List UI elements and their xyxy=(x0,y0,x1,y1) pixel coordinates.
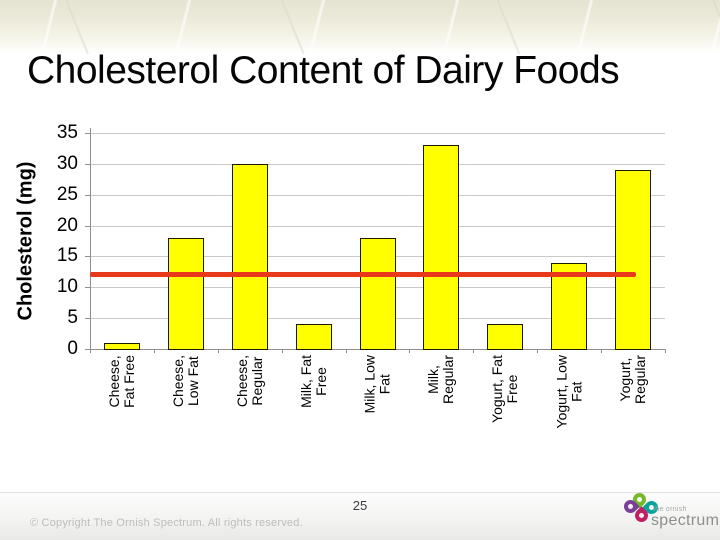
bar-2 xyxy=(167,237,204,350)
x-tick-mark xyxy=(90,349,91,353)
y-tick-mark xyxy=(85,318,90,320)
x-tick-mark xyxy=(601,349,603,353)
x-tick-label: Milk, Regular xyxy=(425,355,457,405)
x-tick-mark xyxy=(537,349,539,353)
page-number: 25 xyxy=(352,498,368,513)
slide-title: Cholesterol Content of Dairy Foods xyxy=(27,49,620,92)
ornish-spectrum-logo: the ornish spectrum xyxy=(621,490,719,539)
gridline xyxy=(90,163,665,165)
x-tick-label: Yogurt, Regular xyxy=(617,355,649,405)
copyright-text: © Copyright The Ornish Spectrum. All rig… xyxy=(30,517,303,529)
y-tick-label: 5 xyxy=(67,307,78,329)
x-tick-mark xyxy=(345,349,347,353)
y-tick-mark xyxy=(85,256,90,258)
bar-8 xyxy=(551,262,588,350)
x-tick-mark xyxy=(473,349,475,353)
x-tick-mark xyxy=(281,349,283,353)
x-tick-label: Cheese, Low Fat xyxy=(169,355,201,408)
y-tick-label: 30 xyxy=(56,152,78,174)
bar-1 xyxy=(103,342,140,350)
y-tick-label: 20 xyxy=(56,214,78,236)
y-tick-label: 15 xyxy=(56,245,78,267)
bar-3 xyxy=(231,163,268,350)
x-tick-label: Yogurt, Fat Free xyxy=(489,355,521,423)
logo-brand-large-text: spectrum xyxy=(651,512,720,529)
bar-5 xyxy=(359,237,396,350)
y-tick-mark xyxy=(85,287,90,289)
x-tick-label: Yogurt, Low Fat xyxy=(553,355,585,429)
logo-brand-small-text: the ornish xyxy=(653,506,687,513)
bar-6 xyxy=(423,145,460,350)
y-tick-mark xyxy=(85,133,90,134)
gridline xyxy=(90,194,665,196)
x-tick-mark xyxy=(153,349,155,353)
header-texture-band xyxy=(0,0,720,54)
y-tick-mark xyxy=(85,194,90,196)
x-tick-label: Milk, Fat Free xyxy=(297,355,329,408)
y-tick-label: 25 xyxy=(56,183,78,205)
y-tick-label: 0 xyxy=(67,338,78,359)
gridline xyxy=(90,133,665,134)
y-tick-mark xyxy=(85,163,90,165)
bar-9 xyxy=(615,170,652,350)
y-tick-mark xyxy=(85,225,90,227)
x-tick-label: Cheese, Fat Free xyxy=(105,355,137,408)
x-tick-label: Cheese, Regular xyxy=(233,355,265,408)
x-tick-mark xyxy=(217,349,219,353)
x-tick-label: Milk, Low Fat xyxy=(361,355,393,414)
slide-footer: 25 © Copyright The Ornish Spectrum. All … xyxy=(0,490,720,540)
y-tick-mark xyxy=(85,349,90,350)
reference-line xyxy=(90,272,636,278)
x-tick-mark xyxy=(409,349,411,353)
y-tick-label: 10 xyxy=(56,276,78,298)
y-axis-line xyxy=(90,128,91,349)
bar-7 xyxy=(487,324,524,350)
gridline xyxy=(90,225,665,227)
bar-4 xyxy=(295,324,332,350)
y-tick-label: 35 xyxy=(56,122,78,143)
x-tick-mark xyxy=(665,349,666,353)
